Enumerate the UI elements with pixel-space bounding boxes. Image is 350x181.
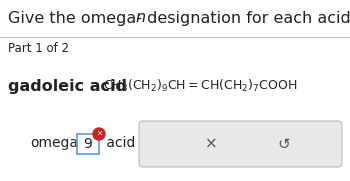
FancyBboxPatch shape: [77, 134, 99, 154]
Text: gadoleic acid: gadoleic acid: [8, 79, 133, 94]
Text: ↺: ↺: [277, 136, 290, 151]
Text: Part 1 of 2: Part 1 of 2: [8, 43, 69, 56]
Text: acid: acid: [102, 136, 135, 150]
Text: $\mathrm{CH_3(CH_2)_9CH{=}CH(CH_2)_7COOH}$: $\mathrm{CH_3(CH_2)_9CH{=}CH(CH_2)_7COOH…: [103, 78, 297, 94]
Text: designation for each acid.: designation for each acid.: [142, 10, 350, 26]
Text: n: n: [135, 10, 145, 26]
Text: omega-: omega-: [30, 136, 83, 150]
FancyBboxPatch shape: [139, 121, 342, 167]
Text: Give the omega-: Give the omega-: [8, 10, 142, 26]
Circle shape: [93, 128, 105, 140]
Text: ×: ×: [205, 136, 218, 151]
Text: ✕: ✕: [96, 129, 102, 138]
Text: 9: 9: [84, 137, 92, 151]
